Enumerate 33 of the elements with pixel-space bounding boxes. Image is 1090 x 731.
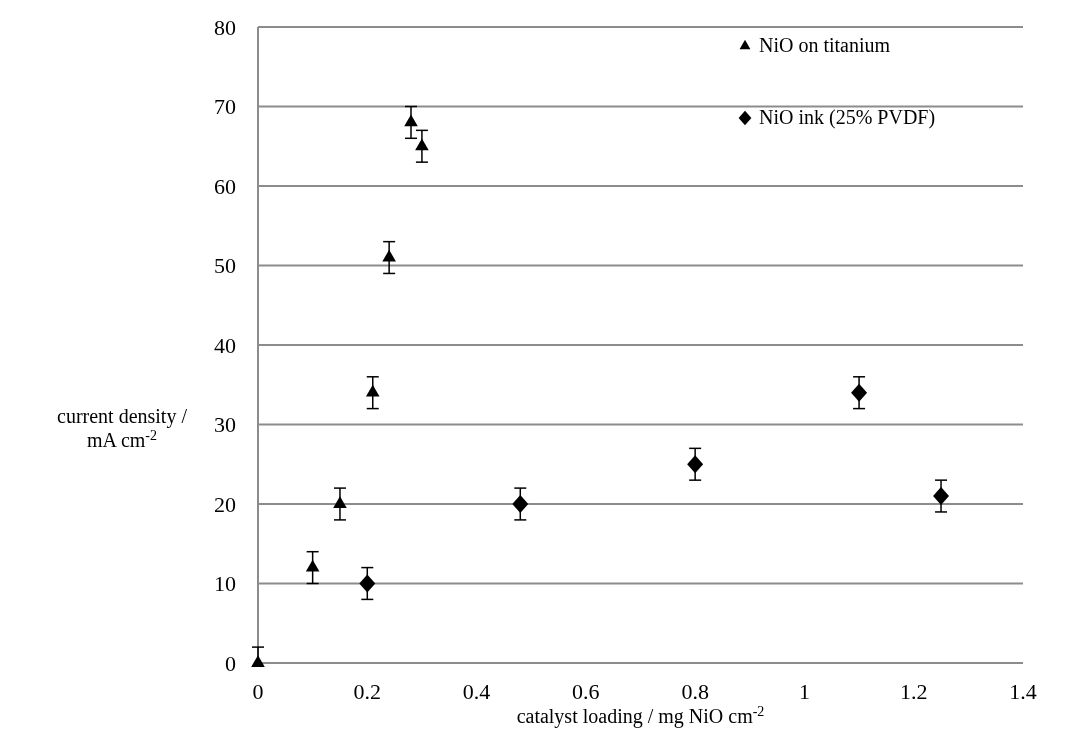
- y-tick-label: 40: [214, 332, 236, 358]
- y-tick-label: 10: [214, 571, 236, 597]
- x-tick-label: 0.6: [572, 679, 600, 704]
- point: [359, 574, 376, 593]
- point: [933, 487, 950, 506]
- x-tick-label: 1.4: [1009, 679, 1037, 704]
- y-tick-label: 70: [214, 94, 236, 120]
- point: [382, 249, 396, 262]
- x-tick-label: 0.4: [462, 679, 491, 704]
- x-tick-label: 1.2: [899, 679, 928, 704]
- point: [251, 655, 265, 667]
- x-tick-label: 0.8: [681, 679, 709, 704]
- legend-label: NiO ink (25% PVDF): [759, 106, 936, 129]
- point: [333, 496, 347, 508]
- y-tick-label: 0: [225, 650, 236, 676]
- x-tick-label: 1: [798, 679, 810, 704]
- y-tick-label: 50: [214, 253, 236, 279]
- y-tick-label: 20: [214, 491, 236, 517]
- point: [305, 559, 320, 572]
- point: [415, 138, 429, 151]
- x-tick-label: 0.2: [353, 679, 382, 704]
- y-tick-label: 80: [214, 14, 236, 40]
- point: [512, 495, 529, 513]
- x-tick-label: 0: [252, 679, 264, 704]
- y-tick-label: 30: [214, 412, 236, 438]
- legend-label: NiO on titanium: [759, 34, 891, 56]
- point: [687, 455, 704, 474]
- y-axis-title: current density / mA cm$^{-2}$: [57, 404, 188, 451]
- point: [851, 383, 868, 402]
- point: [404, 114, 418, 127]
- y-tick-label: 60: [214, 173, 236, 199]
- x-axis-title: catalyst loading / mg NiO cm$^{-2}$: [516, 703, 765, 728]
- point: [365, 384, 380, 397]
